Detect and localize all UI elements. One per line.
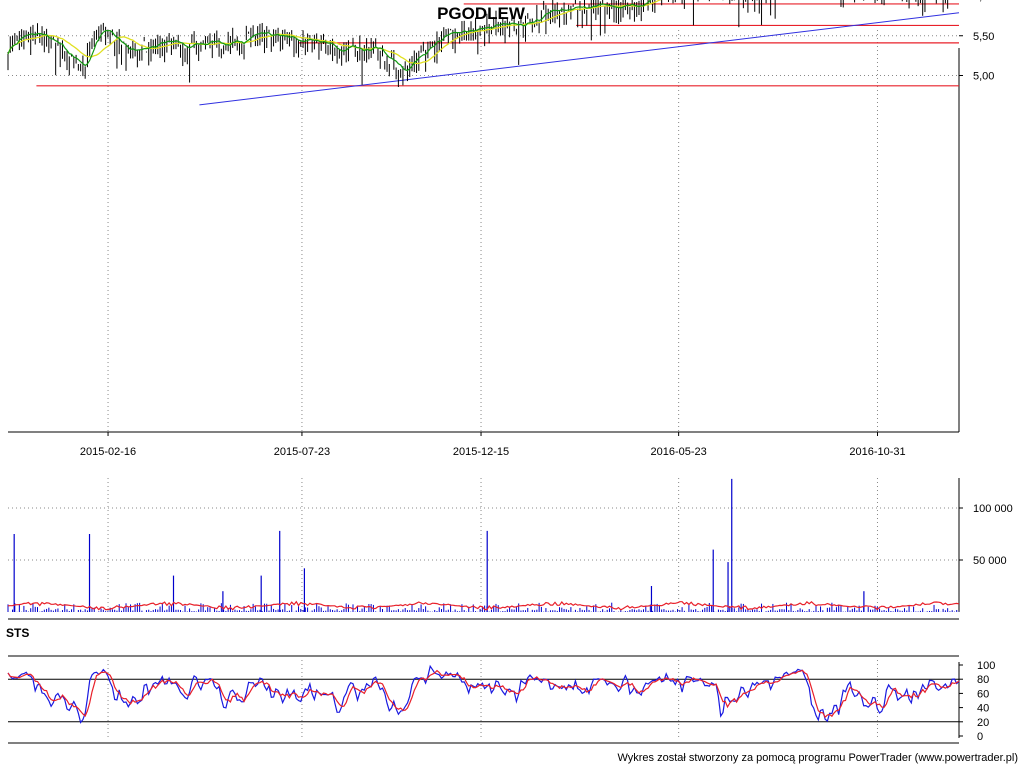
- y-tick-label: 100 000: [973, 503, 1013, 515]
- x-tick-label: 2015-12-15: [453, 446, 509, 458]
- footer-credit: Wykres został stworzony za pomocą progra…: [617, 752, 1018, 764]
- sts-k-line: [7, 664, 960, 724]
- x-tick-label: 2016-05-23: [650, 446, 706, 458]
- sts-d-line: [7, 669, 960, 719]
- moving-average-short: [7, 0, 652, 72]
- y-tick-label: 50 000: [973, 555, 1007, 567]
- x-tick-label: 2015-02-16: [80, 446, 136, 458]
- x-tick-label: 2015-07-23: [274, 446, 330, 458]
- y-tick-label: 100: [977, 660, 995, 672]
- x-tick-label: 2016-10-31: [849, 446, 905, 458]
- y-tick-label: 5,50: [973, 31, 994, 43]
- y-tick-label: 5,00: [973, 71, 994, 83]
- y-tick-label: 80: [977, 674, 989, 686]
- chart-title: PGODLEW: [437, 4, 526, 23]
- sts-panel-title: STS: [6, 626, 29, 640]
- y-tick-label: 6,00: [973, 0, 994, 3]
- volume-moving-average: [7, 600, 960, 611]
- y-tick-label: 0: [977, 731, 983, 743]
- trend-line: [199, 12, 960, 106]
- y-tick-label: 40: [977, 703, 989, 715]
- y-tick-label: 20: [977, 717, 989, 729]
- moving-average-long: [7, 0, 662, 65]
- y-tick-label: 60: [977, 688, 989, 700]
